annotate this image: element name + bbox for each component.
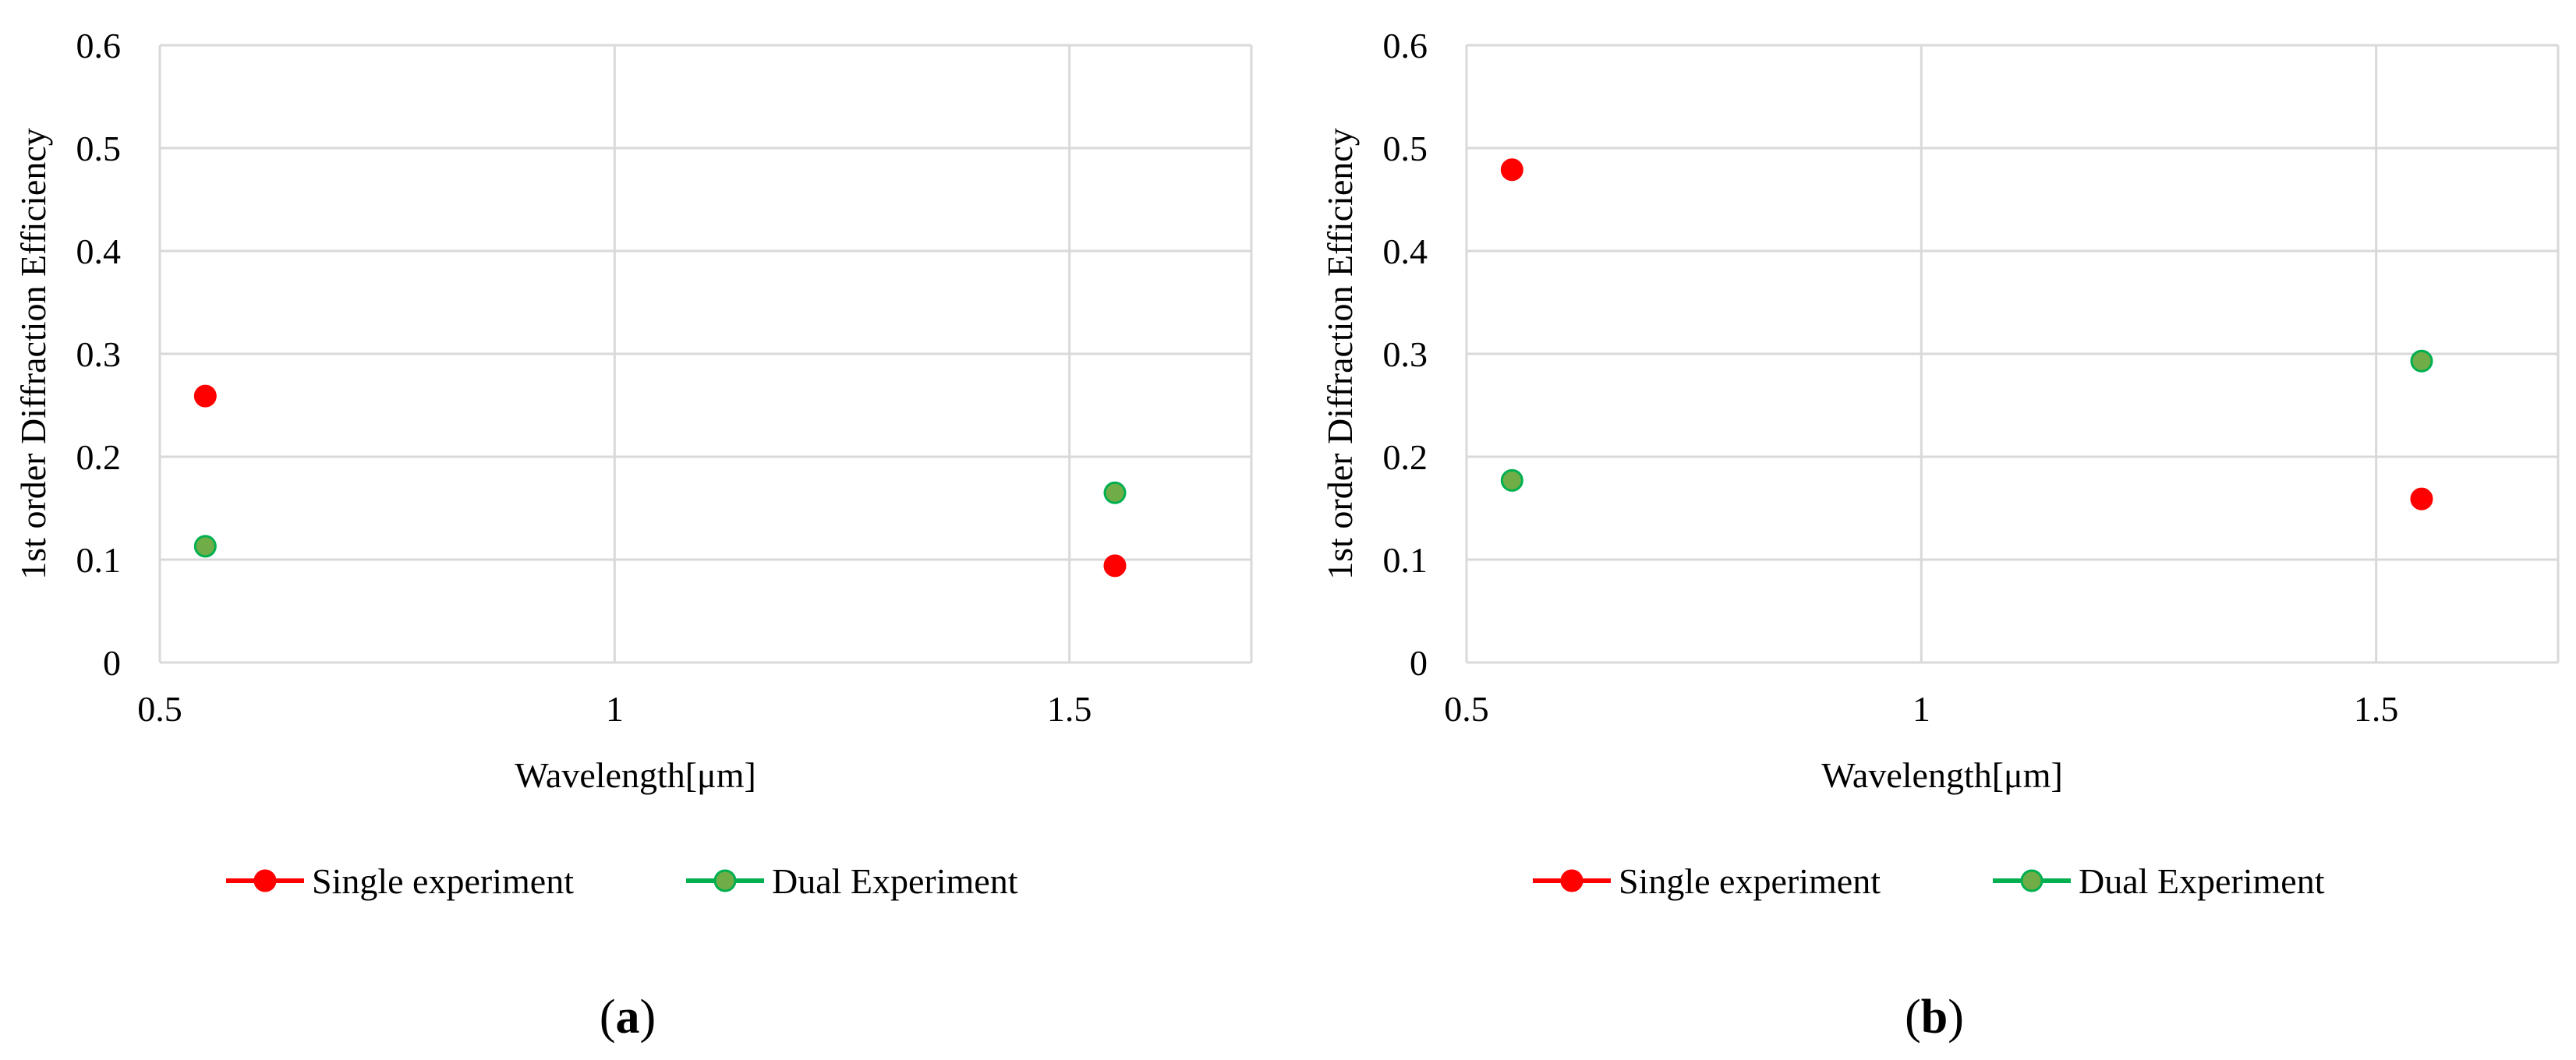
legend-marker-single: [1560, 869, 1583, 892]
x-tick-label: 1: [1913, 689, 1930, 729]
legend-label-single: Single experiment: [1619, 861, 1881, 901]
y-axis-title: 1st order Diffraction Efficiency: [13, 128, 53, 579]
legend-label-single: Single experiment: [312, 861, 574, 901]
x-axis-title: Wavelength[μm]: [515, 755, 756, 795]
data-point-single: [1103, 554, 1127, 578]
legend-label-dual: Dual Experiment: [2079, 861, 2325, 901]
chart-panel-a: 0 0.1 0.2 0.3 0.4 0.5 0.6 0.5 1 1.5 Wavelength[μm]…: [13, 26, 1253, 1044]
x-tick-label: 0.5: [137, 689, 182, 729]
data-point-single: [2410, 487, 2433, 511]
chart-panel-b: 0 0.1 0.2 0.3 0.4 0.5 0.6 0.5 1 1.5 Wavelength[μm]…: [1320, 26, 2560, 1044]
y-tick-label: 0.5: [76, 129, 122, 168]
y-tick-label: 0.1: [76, 540, 122, 580]
y-tick-label: 0: [103, 643, 121, 683]
panel-label: (b): [1905, 991, 1964, 1044]
legend-marker-dual: [2020, 869, 2043, 892]
x-tick-label: 0.5: [1444, 689, 1489, 729]
data-point-single: [193, 384, 217, 408]
x-axis-title: Wavelength[μm]: [1821, 755, 2063, 795]
y-tick-label: 0.4: [76, 231, 122, 271]
y-tick-label: 0.3: [76, 334, 122, 374]
legend-label-dual: Dual Experiment: [772, 861, 1018, 901]
data-point-dual: [1500, 468, 1523, 492]
y-tick-label: 0: [1410, 643, 1428, 683]
legend-marker-single: [253, 869, 277, 892]
y-tick-label: 0.3: [1383, 334, 1428, 374]
x-tick-label: 1: [606, 689, 624, 729]
y-tick-label: 0.2: [1383, 437, 1428, 477]
x-tick-label: 1.5: [2354, 689, 2399, 729]
legend-marker-dual: [713, 869, 737, 892]
panel-label: (a): [600, 991, 656, 1044]
data-point-dual: [193, 535, 217, 558]
y-axis-title: 1st order Diffraction Efficiency: [1320, 128, 1360, 579]
y-tick-label: 0.6: [76, 26, 122, 65]
y-tick-label: 0.5: [1383, 129, 1428, 168]
y-tick-label: 0.2: [76, 437, 122, 477]
y-tick-label: 0.6: [1383, 26, 1428, 65]
data-point-dual: [1103, 481, 1127, 504]
y-tick-label: 0.4: [1383, 231, 1428, 271]
y-tick-label: 0.1: [1383, 540, 1428, 580]
x-tick-label: 1.5: [1047, 689, 1092, 729]
data-point-dual: [2410, 349, 2433, 373]
data-point-single: [1500, 158, 1523, 182]
